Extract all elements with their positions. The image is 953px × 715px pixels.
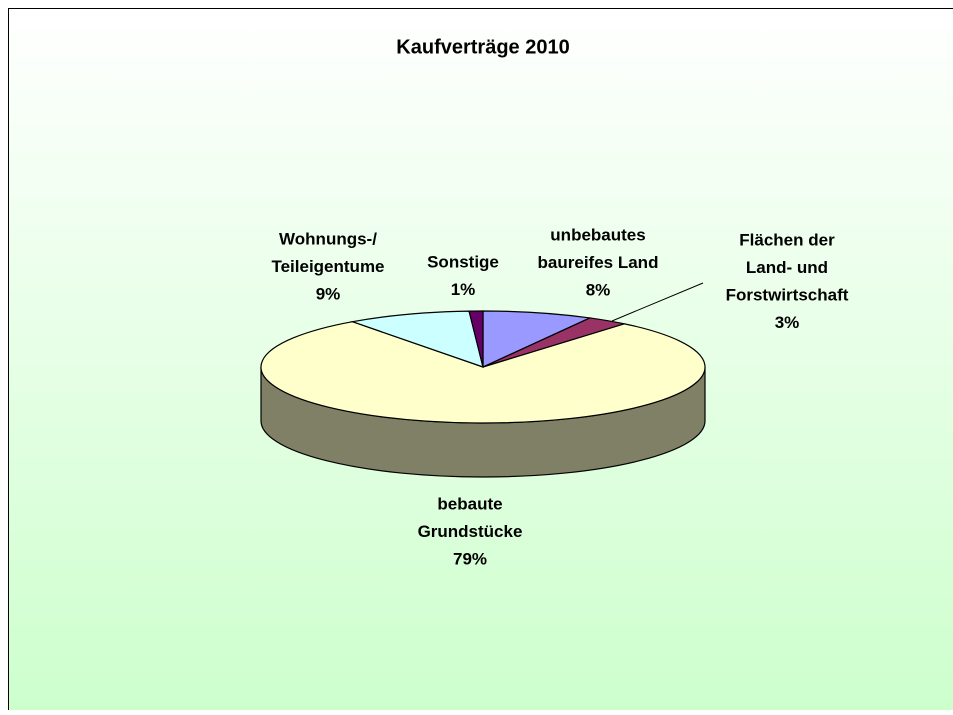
slice-label: Wohnungs-/: [279, 229, 377, 248]
slice-label: Sonstige: [427, 252, 499, 271]
slice-label: Teileigentume: [271, 257, 384, 276]
slice-label: Grundstücke: [418, 522, 523, 541]
slice-label: Land- und: [746, 258, 828, 277]
value-label: 8%: [586, 280, 611, 299]
slice-label: Forstwirtschaft: [726, 285, 849, 304]
slice-label: baureifes Land: [538, 253, 659, 272]
value-label: 1%: [451, 280, 476, 299]
slice-label: Flächen der: [739, 230, 835, 249]
value-label: 9%: [316, 284, 341, 303]
chart-title: Kaufverträge 2010: [396, 36, 569, 58]
slice-label: bebaute: [437, 494, 502, 513]
slice-label: unbebautes: [550, 225, 645, 244]
value-label: 79%: [453, 549, 487, 568]
pie: [261, 311, 705, 477]
value-label: 3%: [775, 313, 800, 332]
